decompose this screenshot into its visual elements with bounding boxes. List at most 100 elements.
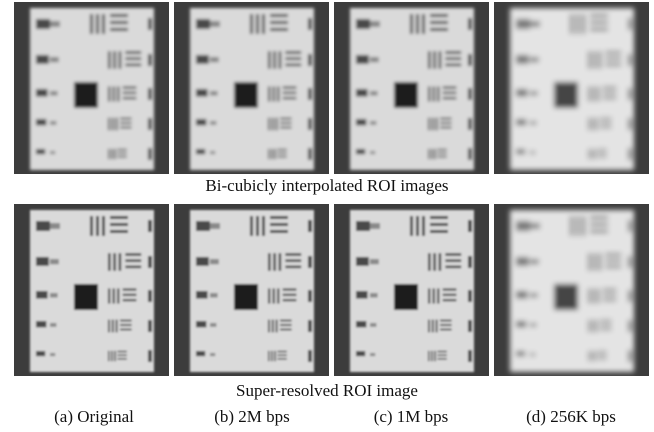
- horizontal-bar: [430, 14, 448, 17]
- number-mark: [210, 323, 216, 327]
- vertical-bar: [108, 86, 110, 101]
- chart-target: [190, 210, 314, 372]
- number-mark: [196, 291, 208, 299]
- number-mark: [50, 353, 55, 356]
- digit-mark: [148, 148, 152, 160]
- horizontal-bar: [280, 122, 292, 124]
- horizontal-bar: [117, 152, 126, 154]
- chart-target: [350, 210, 474, 372]
- horizontal-bar: [283, 299, 297, 301]
- number-mark: [210, 353, 215, 356]
- panel-label: (c) 1M bps: [331, 407, 491, 427]
- digit-mark: [628, 320, 632, 332]
- horizontal-bar: [120, 320, 132, 322]
- digit-mark: [148, 18, 152, 30]
- number-mark: [530, 323, 536, 327]
- horizontal-bar: [120, 324, 132, 326]
- vertical-bar: [268, 351, 270, 361]
- roi-image: [14, 204, 169, 376]
- chart-target: [190, 8, 314, 170]
- vertical-bar: [434, 149, 436, 159]
- horizontal-bar: [597, 351, 606, 353]
- vertical-bar: [593, 51, 596, 69]
- horizontal-bar: [270, 223, 288, 226]
- digit-mark: [308, 220, 312, 232]
- horizontal-bar: [605, 253, 621, 256]
- digit-mark: [628, 88, 632, 100]
- digit-mark: [148, 88, 152, 100]
- number-mark: [50, 259, 59, 264]
- vertical-bar: [272, 320, 274, 333]
- digit-mark: [148, 350, 152, 362]
- number-mark: [50, 293, 58, 298]
- dark-square: [74, 284, 98, 310]
- number-mark: [210, 259, 219, 264]
- vertical-bar: [273, 288, 275, 303]
- horizontal-bar: [605, 64, 621, 67]
- horizontal-bar: [110, 14, 128, 17]
- horizontal-bar: [600, 118, 612, 120]
- horizontal-bar: [110, 21, 128, 24]
- vertical-bar: [433, 51, 436, 69]
- horizontal-bar: [125, 259, 141, 262]
- number-mark: [370, 121, 376, 125]
- horizontal-bar: [603, 288, 617, 290]
- digit-mark: [308, 18, 312, 30]
- vertical-bar: [274, 351, 276, 361]
- digit-mark: [308, 350, 312, 362]
- horizontal-bar: [270, 216, 288, 219]
- vertical-bar: [117, 288, 119, 303]
- number-mark: [530, 57, 539, 62]
- vertical-bar: [277, 86, 279, 101]
- vertical-bar: [428, 320, 430, 333]
- vertical-bar: [428, 351, 430, 361]
- vertical-bar: [428, 149, 430, 159]
- vertical-bar: [262, 216, 265, 236]
- horizontal-bar: [440, 127, 452, 129]
- horizontal-bar: [440, 329, 452, 331]
- number-mark: [210, 151, 215, 154]
- horizontal-bar: [110, 223, 128, 226]
- vertical-bar: [434, 351, 436, 361]
- number-mark: [530, 353, 535, 356]
- vertical-bar: [96, 14, 99, 34]
- vertical-bar: [119, 253, 122, 271]
- horizontal-bar: [437, 149, 446, 151]
- vertical-bar: [268, 51, 271, 69]
- horizontal-bar: [277, 156, 286, 158]
- panel-label: (a) Original: [14, 407, 174, 427]
- horizontal-bar: [440, 118, 452, 120]
- digit-mark: [148, 256, 152, 268]
- horizontal-bar: [443, 294, 457, 296]
- horizontal-bar: [445, 51, 461, 54]
- vertical-bar: [90, 14, 93, 34]
- horizontal-bar: [603, 294, 617, 296]
- chart-target: [30, 8, 154, 170]
- digit-mark: [468, 18, 472, 30]
- vertical-bar: [256, 216, 259, 236]
- vertical-bar: [576, 14, 579, 34]
- horizontal-bar: [125, 64, 141, 67]
- horizontal-bar: [445, 57, 461, 60]
- horizontal-bar: [590, 28, 608, 31]
- horizontal-bar: [445, 64, 461, 67]
- number-mark: [530, 91, 538, 96]
- horizontal-bar: [430, 216, 448, 219]
- vertical-bar: [274, 149, 276, 159]
- number-mark: [210, 223, 220, 229]
- digit-mark: [628, 18, 632, 30]
- number-mark: [50, 21, 60, 27]
- number-mark: [530, 223, 540, 229]
- dark-square: [554, 284, 578, 310]
- horizontal-bar: [600, 122, 612, 124]
- number-mark: [370, 21, 380, 27]
- vertical-bar: [279, 253, 282, 271]
- horizontal-bar: [443, 299, 457, 301]
- vertical-bar: [256, 14, 259, 34]
- horizontal-bar: [445, 259, 461, 262]
- horizontal-bar: [270, 14, 288, 17]
- number-mark: [356, 221, 370, 231]
- vertical-bar: [588, 118, 590, 131]
- dark-square: [394, 82, 418, 108]
- horizontal-bar: [110, 230, 128, 233]
